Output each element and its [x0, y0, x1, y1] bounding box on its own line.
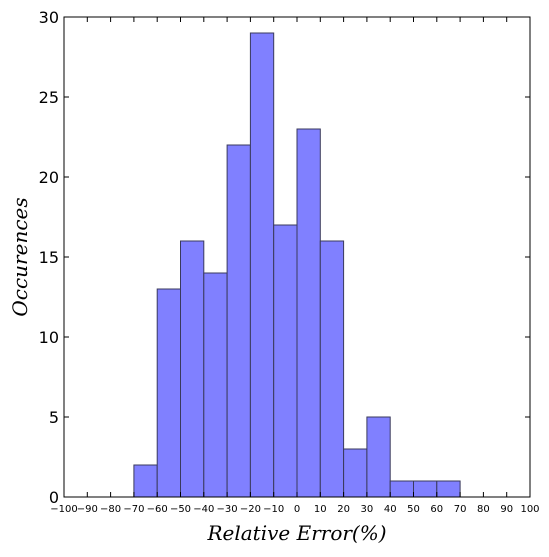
y-tick-label: 0	[49, 488, 59, 507]
histogram-bar	[366, 416, 391, 498]
x-tick-label: −20	[240, 504, 261, 515]
x-tick-label: −30	[217, 504, 238, 515]
histogram-bar	[156, 288, 181, 498]
x-tick-label: 100	[520, 504, 539, 515]
histogram-bar	[226, 144, 251, 498]
y-tick-label: 5	[49, 408, 59, 427]
x-tick-label: 50	[407, 504, 420, 515]
y-tick-label: 10	[39, 328, 59, 347]
x-tick-label: 90	[500, 504, 513, 515]
x-tick-label: −50	[170, 504, 191, 515]
x-tick-label: 80	[477, 504, 490, 515]
x-tick-label: −70	[123, 504, 144, 515]
histogram-bar	[296, 128, 321, 498]
histogram-bar	[389, 480, 415, 498]
y-tick-label: 30	[39, 8, 59, 27]
x-tick-label: 20	[337, 504, 350, 515]
histogram-bar	[180, 240, 205, 498]
histogram-bar	[133, 464, 158, 498]
x-tick-label: −90	[77, 504, 98, 515]
y-axis-label: Occurences	[8, 197, 32, 316]
histogram-bar	[319, 240, 345, 498]
x-tick-label: 10	[314, 504, 327, 515]
x-tick-label: 40	[384, 504, 397, 515]
histogram-bar	[203, 272, 228, 498]
x-tick-label: 0	[294, 504, 300, 515]
x-tick-label: 70	[454, 504, 467, 515]
x-tick-label: 60	[430, 504, 443, 515]
x-axis-label: Relative Error(%)	[206, 521, 386, 545]
x-tick-label: −100	[50, 504, 77, 515]
histogram-bar	[343, 448, 368, 498]
x-tick-label: 30	[361, 504, 374, 515]
histogram-bar	[413, 480, 438, 498]
x-tick-label: −80	[100, 504, 121, 515]
y-tick-label: 20	[39, 168, 59, 187]
histogram-bar	[436, 480, 461, 498]
histogram-bar	[249, 32, 275, 498]
ticks-group: −100 −90 −80 −70 −60 −50 −40 −30 −20 −10 0 10 20 30 40…	[39, 8, 540, 515]
x-tick-label: −40	[193, 504, 214, 515]
y-tick-label: 15	[39, 248, 59, 267]
x-tick-label: −10	[263, 504, 284, 515]
histogram-bar	[273, 224, 298, 498]
x-tick-label: −60	[147, 504, 168, 515]
y-tick-label: 25	[39, 88, 59, 107]
bars-group	[133, 32, 461, 498]
